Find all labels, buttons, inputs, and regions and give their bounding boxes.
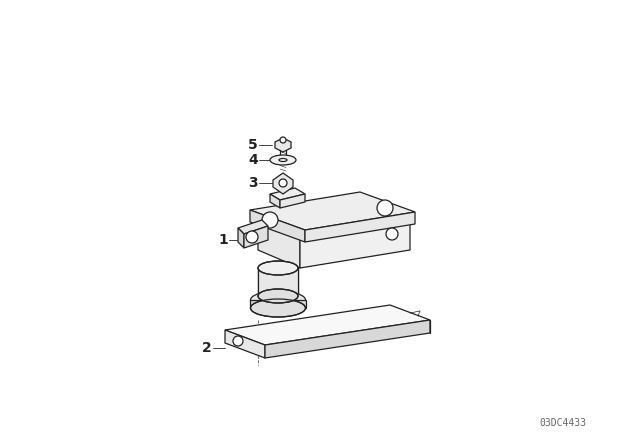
- Polygon shape: [250, 210, 305, 242]
- Polygon shape: [265, 320, 430, 358]
- Polygon shape: [250, 192, 415, 230]
- Text: 3: 3: [248, 176, 258, 190]
- Circle shape: [386, 228, 398, 240]
- Polygon shape: [305, 212, 415, 242]
- Polygon shape: [270, 194, 280, 208]
- Circle shape: [377, 200, 393, 216]
- Ellipse shape: [250, 299, 305, 317]
- Text: 5: 5: [248, 138, 258, 152]
- Circle shape: [246, 231, 258, 243]
- Polygon shape: [275, 138, 291, 152]
- Ellipse shape: [258, 261, 298, 275]
- Polygon shape: [250, 300, 306, 308]
- Polygon shape: [258, 218, 300, 268]
- Polygon shape: [273, 173, 293, 194]
- Ellipse shape: [270, 155, 296, 165]
- Polygon shape: [280, 194, 305, 208]
- Polygon shape: [225, 305, 430, 345]
- Polygon shape: [258, 268, 298, 296]
- Polygon shape: [244, 226, 268, 248]
- Circle shape: [233, 336, 243, 346]
- Text: 4: 4: [248, 153, 258, 167]
- Circle shape: [262, 212, 278, 228]
- Polygon shape: [258, 200, 410, 236]
- Polygon shape: [300, 218, 410, 268]
- Ellipse shape: [258, 289, 298, 303]
- Polygon shape: [238, 220, 268, 234]
- Text: 1: 1: [218, 233, 228, 247]
- Text: 03DC4433: 03DC4433: [540, 418, 587, 428]
- Polygon shape: [238, 228, 244, 248]
- Circle shape: [280, 137, 286, 143]
- Polygon shape: [225, 330, 265, 358]
- Circle shape: [279, 179, 287, 187]
- Polygon shape: [270, 188, 305, 200]
- Ellipse shape: [250, 291, 305, 309]
- Text: 2: 2: [202, 341, 212, 355]
- Ellipse shape: [279, 159, 287, 161]
